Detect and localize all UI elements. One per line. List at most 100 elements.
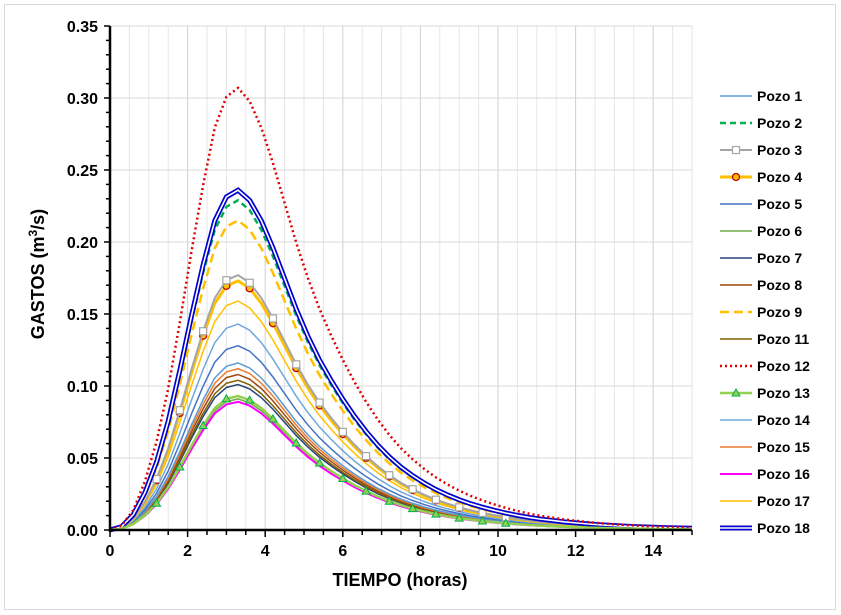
data-point-marker <box>385 471 394 480</box>
x-tick-label: 2 <box>183 543 192 560</box>
legend-marker <box>731 145 741 155</box>
grid-layer <box>110 25 693 530</box>
y-tick-label: 0.35 <box>67 19 98 36</box>
series-pozo-13 <box>109 393 693 532</box>
y-tick-label: 0.15 <box>67 307 98 324</box>
data-point-marker <box>244 395 255 404</box>
y-axis-title: GASTOS (m3/s) <box>26 209 48 339</box>
legend-item: Pozo 1 <box>720 88 802 104</box>
legend-item: Pozo 2 <box>720 115 802 131</box>
legend-label: Pozo 13 <box>757 385 810 401</box>
legend: Pozo 1 Pozo 2 Pozo 3 Pozo 4 Pozo 5 Pozo 6 Pozo… <box>720 88 810 536</box>
data-point-marker <box>314 458 325 467</box>
legend-label: Pozo 11 <box>757 331 809 347</box>
data-point-marker <box>291 437 302 447</box>
legend-marker <box>731 172 741 182</box>
data-point-marker <box>500 518 511 527</box>
x-tick-label: 14 <box>644 543 662 560</box>
legend-label: Pozo 18 <box>757 520 810 536</box>
legend-label: Pozo 7 <box>757 250 802 266</box>
axis-layer: 0.00 0.05 0.10 0.15 0.20 0.25 0.30 0.35 0 2 4 6 8 10 1… <box>67 19 693 560</box>
legend-item: Pozo 11 <box>720 331 809 347</box>
data-point-marker <box>337 473 348 482</box>
data-point-marker <box>338 427 347 436</box>
series-pozo-12 <box>109 86 693 532</box>
legend-label: Pozo 8 <box>757 277 802 293</box>
legend-label: Pozo 17 <box>757 493 810 509</box>
legend-item: Pozo 7 <box>720 250 802 266</box>
y-tick-label: 0.10 <box>67 379 98 396</box>
legend-label: Pozo 6 <box>757 223 802 239</box>
series-line <box>109 394 693 532</box>
data-point-marker <box>384 496 395 505</box>
legend-item: Pozo 18 <box>720 520 810 536</box>
legend-label: Pozo 2 <box>757 115 802 131</box>
x-tick-label: 12 <box>567 543 585 560</box>
data-point-marker <box>361 486 371 495</box>
legend-item: Pozo 5 <box>720 196 802 212</box>
series-line-inner <box>109 189 693 531</box>
x-tick-label: 6 <box>338 543 347 560</box>
legend-label: Pozo 5 <box>757 196 802 212</box>
data-point-marker <box>292 360 301 369</box>
series-line <box>109 86 693 532</box>
legend-label: Pozo 4 <box>757 169 802 185</box>
y-tick-label: 0.30 <box>67 91 98 108</box>
legend-label: Pozo 9 <box>757 304 802 320</box>
legend-item: Pozo 12 <box>720 358 810 374</box>
y-axis-title-main: GASTOS (m <box>28 237 48 340</box>
x-tick-label: 10 <box>489 543 507 560</box>
data-point-marker <box>408 485 417 494</box>
data-point-marker <box>431 509 441 518</box>
y-axis-title-superscript: 3 <box>26 230 40 237</box>
data-point-marker <box>221 393 232 403</box>
data-point-marker <box>477 516 488 525</box>
legend-item: Pozo 17 <box>720 493 810 509</box>
x-tick-label: 8 <box>416 543 425 560</box>
legend-item: Pozo 13 <box>720 385 810 401</box>
legend-label: Pozo 16 <box>757 466 810 482</box>
legend-item: Pozo 4 <box>720 169 802 185</box>
data-point-marker <box>152 474 161 484</box>
data-point-marker <box>407 503 418 513</box>
legend-label: Pozo 3 <box>757 142 802 158</box>
data-point-marker <box>198 420 208 430</box>
data-point-marker <box>454 513 465 522</box>
data-point-marker <box>151 498 162 507</box>
data-point-marker <box>199 327 208 336</box>
legend-item: Pozo 6 <box>720 223 802 239</box>
legend-item: Pozo 3 <box>720 142 802 158</box>
legend-item: Pozo 14 <box>720 412 810 428</box>
x-tick-label: 0 <box>106 543 115 560</box>
data-point-marker <box>222 276 231 285</box>
series-layer <box>109 86 693 533</box>
chart-frame <box>4 4 836 610</box>
x-tick-label: 4 <box>261 543 270 560</box>
y-tick-label: 0.25 <box>67 163 98 180</box>
legend-item: Pozo 8 <box>720 277 802 293</box>
data-point-marker <box>315 398 324 407</box>
legend-label: Pozo 15 <box>757 439 810 455</box>
legend-label: Pozo 14 <box>757 412 810 428</box>
y-tick-label: 0.00 <box>67 523 98 540</box>
legend-item: Pozo 9 <box>720 304 802 320</box>
data-point-marker <box>175 406 184 415</box>
legend-label: Pozo 1 <box>757 88 802 104</box>
legend-item: Pozo 15 <box>720 439 810 455</box>
data-point-marker <box>455 503 464 512</box>
series-pozo-18 <box>109 187 693 533</box>
x-axis-title: TIEMPO (horas) <box>332 570 467 590</box>
data-point-marker <box>361 451 371 461</box>
data-point-marker <box>268 413 278 423</box>
legend-item: Pozo 16 <box>720 466 810 482</box>
legend-marker <box>731 387 741 397</box>
data-point-marker <box>431 495 441 504</box>
data-point-marker <box>268 314 278 323</box>
data-point-marker <box>245 278 254 287</box>
y-tick-label: 0.05 <box>67 451 98 468</box>
legend-label: Pozo 12 <box>757 358 810 374</box>
data-point-marker <box>174 462 185 471</box>
y-tick-label: 0.20 <box>67 235 98 252</box>
y-axis-title-tail: /s) <box>28 209 48 230</box>
